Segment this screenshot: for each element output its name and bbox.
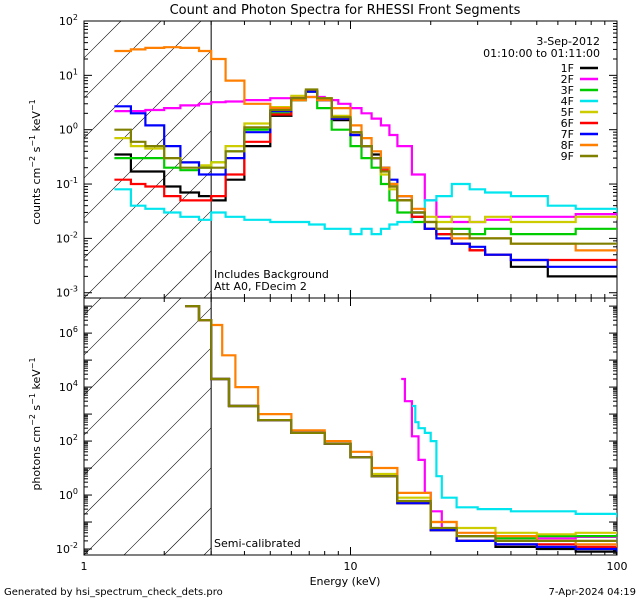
y-tick-label: 10-3 xyxy=(56,285,78,300)
hatch-line xyxy=(84,347,212,476)
bottom-y-axis-label: photons cm−2 s−1 keV−1 xyxy=(28,357,43,490)
hatch-line xyxy=(0,155,164,555)
series-7F-line xyxy=(185,305,617,552)
timestamp-label: 7-Apr-2024 04:19 xyxy=(549,587,636,598)
annotation-background: Includes Background xyxy=(214,268,329,281)
date-label: 3-Sep-2012 xyxy=(536,35,600,48)
hatch-line xyxy=(84,298,182,396)
x-tick-label: 100 xyxy=(607,560,628,573)
annotation-semi-calibrated: Semi-calibrated xyxy=(214,537,301,550)
hatch-line xyxy=(84,170,212,298)
x-axis-label: Energy (keV) xyxy=(310,575,381,588)
hatch-line xyxy=(84,130,212,259)
count-spectra-series xyxy=(114,46,617,278)
top-axis-ticks: 10-3 10-2 10-1 100 101 102 xyxy=(56,13,617,300)
y-tick-label: 10-1 xyxy=(56,176,78,191)
hatch-line xyxy=(84,50,212,179)
chart-title: Count and Photon Spectra for RHESSI Fron… xyxy=(170,3,521,18)
series-4F-line xyxy=(114,182,617,236)
hatch-line xyxy=(123,210,212,298)
series-5F-line xyxy=(114,89,617,224)
series-2F-line xyxy=(401,377,617,540)
series-7F-line xyxy=(114,90,617,268)
y-tick-label: 102 xyxy=(59,13,78,28)
legend-label-4F: 4F xyxy=(561,95,574,108)
series-1F-line xyxy=(114,90,617,278)
hatch-line xyxy=(0,0,124,298)
hatch-line xyxy=(84,21,202,139)
y-tick-label: 100 xyxy=(59,487,78,502)
bottom-panel-frame xyxy=(83,297,618,556)
top-y-axis-label: counts cm−2 s−1 keV−1 xyxy=(28,99,43,224)
photon-spectra-series xyxy=(185,305,617,555)
x-tick-label: 10 xyxy=(344,560,358,573)
hatch-line xyxy=(123,467,212,555)
hatch-line xyxy=(84,427,212,555)
hatch-line xyxy=(84,90,212,219)
y-tick-label: 101 xyxy=(59,67,78,82)
y-tick-label: 104 xyxy=(59,379,78,394)
legend-label-1F: 1F xyxy=(561,62,574,75)
series-2F-line xyxy=(114,95,617,224)
hatch-line xyxy=(404,0,640,298)
series-6F-line xyxy=(185,305,617,549)
series-4F-line xyxy=(411,404,617,518)
hatch-line xyxy=(203,547,212,555)
y-tick-label: 100 xyxy=(59,122,78,137)
hatch-line xyxy=(84,387,212,516)
legend-label-5F: 5F xyxy=(561,106,574,119)
series-9F-line xyxy=(185,305,617,543)
bottom-axis-ticks: 10-2 100 102 104 106 1 10 100 xyxy=(56,297,628,573)
y-tick-label: 10-2 xyxy=(56,541,78,556)
hatch-line xyxy=(0,0,164,298)
legend-label-2F: 2F xyxy=(561,73,574,86)
time-range-label: 01:10:00 to 01:11:00 xyxy=(483,47,600,60)
series-8F-line xyxy=(114,46,617,252)
legend-label-8F: 8F xyxy=(561,139,574,152)
y-tick-label: 102 xyxy=(59,433,78,448)
generated-by-label: Generated by hsi_spectrum_check_dets.pro xyxy=(4,587,223,598)
legend-label-7F: 7F xyxy=(561,128,574,141)
series-1F-line xyxy=(185,305,617,555)
y-tick-label: 10-2 xyxy=(56,230,78,245)
hatched-region-top xyxy=(0,0,640,298)
hatch-line xyxy=(84,307,212,436)
legend-label-9F: 9F xyxy=(561,150,574,163)
annotation-attenuator: Att A0, FDecim 2 xyxy=(214,280,307,293)
y-tick-label: 106 xyxy=(59,325,78,340)
series-9F-line xyxy=(114,88,617,245)
hatched-region-bottom xyxy=(0,155,212,555)
legend-label-6F: 6F xyxy=(561,117,574,130)
x-tick-label: 1 xyxy=(81,560,88,573)
legend-label-3F: 3F xyxy=(561,84,574,97)
hatch-line xyxy=(163,250,212,298)
